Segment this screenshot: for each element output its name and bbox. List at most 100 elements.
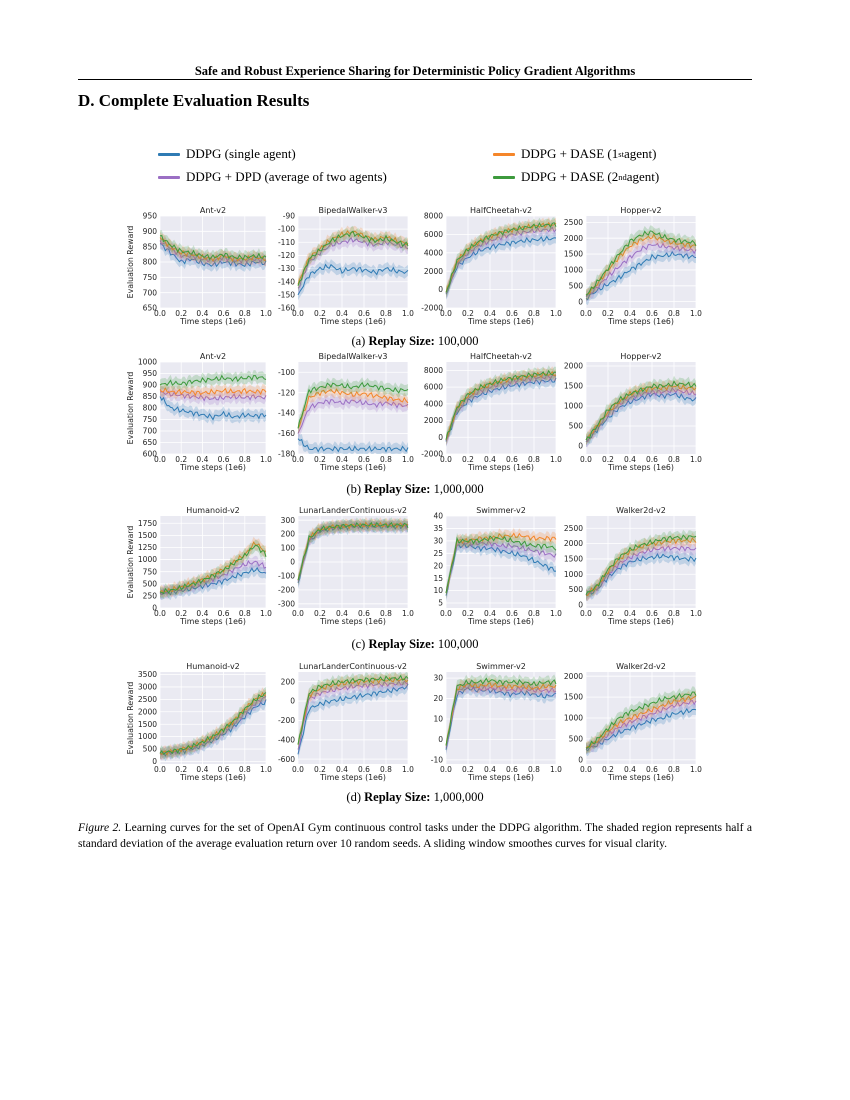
x-tick-label: 0.0	[154, 609, 166, 618]
band-ddpg	[586, 548, 696, 602]
y-tick-label: 4000	[424, 399, 443, 408]
x-tick-label: 0.0	[292, 765, 304, 774]
y-tick-label: -90	[283, 212, 295, 221]
x-tick-label: 0.0	[440, 765, 452, 774]
panel-title: BipedalWalker-v3	[319, 206, 388, 215]
x-tick-label: 0.2	[462, 609, 474, 618]
y-tick-label: 2500	[138, 695, 157, 704]
y-tick-label: 750	[143, 567, 158, 576]
header-rule	[78, 79, 752, 80]
series-line-dase2	[585, 691, 697, 749]
y-tick-label: 2500	[564, 218, 583, 227]
figure-caption-text: Learning curves for the set of OpenAI Gy…	[78, 821, 752, 850]
x-tick-label: 0.6	[646, 765, 658, 774]
subcaption-a-prefix: (a)	[351, 334, 369, 348]
band-dase2	[298, 377, 408, 434]
y-tick-label: 3000	[138, 683, 157, 692]
y-tick-label: 1000	[138, 732, 157, 741]
x-tick-label: 0.4	[624, 455, 636, 464]
x-tick-label: 0.2	[314, 309, 326, 318]
y-tick-label: 1250	[138, 543, 157, 552]
y-tick-label: 2000	[564, 362, 583, 371]
y-tick-label: 2500	[564, 524, 583, 533]
x-tick-label: 1.0	[550, 765, 562, 774]
x-tick-label: 1.0	[260, 309, 272, 318]
x-tick-label: 0.2	[175, 455, 187, 464]
subcaption-b-bold: Replay Size:	[364, 482, 431, 496]
x-tick-label: 0.2	[314, 455, 326, 464]
legend-item-dpd: DDPG + DPD (average of two agents)	[158, 169, 387, 185]
legend-item-dase2: DDPG + DASE (2 nd agent)	[493, 169, 659, 185]
y-tick-label: 1000	[138, 555, 157, 564]
band-dpd	[446, 535, 556, 599]
plot-background	[298, 362, 408, 454]
x-tick-label: 0.0	[292, 609, 304, 618]
x-tick-label: 1.0	[402, 609, 414, 618]
panel-title: LunarLanderContinuous-v2	[299, 662, 407, 671]
y-tick-label: 2000	[138, 707, 157, 716]
chart-panel-11: 40 35 30 25 20 15 10 50.0 0.2 0.4 0.6 0.8 1.0 Swimmer…	[433, 506, 562, 626]
x-tick-label: 0.6	[358, 609, 370, 618]
y-tick-label: 15	[433, 574, 443, 583]
y-tick-label: 1500	[564, 555, 583, 564]
y-tick-label: 40	[433, 512, 443, 521]
x-tick-label: 0.0	[154, 309, 166, 318]
y-tick-label: 0	[578, 755, 583, 764]
x-axis-label: Time steps (1e6)	[179, 773, 246, 782]
x-tick-label: 0.0	[580, 309, 592, 318]
band-ddpg	[446, 681, 556, 756]
panel-title: Swimmer-v2	[476, 662, 526, 671]
x-axis-label: Time steps (1e6)	[179, 317, 246, 326]
panel-title: LunarLanderContinuous-v2	[299, 506, 407, 515]
y-tick-label: 500	[569, 281, 584, 290]
x-tick-label: 1.0	[550, 609, 562, 618]
band-dase1	[446, 527, 556, 599]
y-tick-label: 35	[433, 524, 443, 533]
x-tick-label: 0.8	[239, 455, 251, 464]
x-tick-label: 0.2	[175, 765, 187, 774]
y-tick-label: -600	[278, 755, 295, 764]
x-tick-label: 0.8	[668, 309, 680, 318]
band-dase2	[160, 230, 266, 266]
subcaption-d: (d) Replay Size: 1,000,000	[78, 790, 752, 805]
series-line-dase2	[585, 380, 697, 441]
y-tick-label: 1750	[138, 519, 157, 528]
series-line-dase1	[159, 691, 267, 756]
x-axis-label: Time steps (1e6)	[319, 773, 386, 782]
x-tick-label: 0.8	[239, 309, 251, 318]
x-tick-label: 0.8	[668, 609, 680, 618]
x-axis-label: Time steps (1e6)	[319, 617, 386, 626]
series-line-dpd	[297, 398, 409, 434]
band-dase2	[160, 539, 266, 599]
x-tick-label: 0.6	[218, 309, 230, 318]
y-tick-label: 0	[578, 297, 583, 306]
series-line-dase1	[159, 237, 267, 263]
y-tick-label: 2000	[424, 267, 443, 276]
x-tick-label: 0.0	[440, 609, 452, 618]
x-tick-label: 0.4	[484, 609, 496, 618]
band-dpd	[298, 232, 408, 294]
series-line-dase2	[159, 235, 267, 261]
subcaption-a-bold: Replay Size:	[368, 334, 435, 348]
y-tick-label: -200	[278, 585, 295, 594]
y-tick-label: 1000	[564, 714, 583, 723]
x-tick-label: 1.0	[260, 455, 272, 464]
series-line-dase1	[585, 233, 697, 296]
subcaption-b: (b) Replay Size: 1,000,000	[78, 482, 752, 497]
band-dpd	[298, 675, 408, 755]
y-tick-label: 0	[438, 735, 443, 744]
x-tick-label: 0.4	[336, 309, 348, 318]
x-tick-label: 0.0	[292, 455, 304, 464]
y-tick-label: -10	[431, 756, 443, 765]
section-title: D. Complete Evaluation Results	[78, 91, 310, 110]
series-line-dase1	[445, 370, 557, 440]
x-tick-label: 0.2	[602, 765, 614, 774]
x-tick-label: 0.8	[380, 309, 392, 318]
series-line-dase1	[585, 695, 697, 749]
band-ddpg	[160, 693, 266, 762]
y-tick-label: 750	[143, 415, 158, 424]
series-line-dase1	[159, 387, 267, 397]
band-dpd	[160, 690, 266, 761]
x-tick-label: 0.2	[175, 309, 187, 318]
x-tick-label: 0.2	[602, 455, 614, 464]
